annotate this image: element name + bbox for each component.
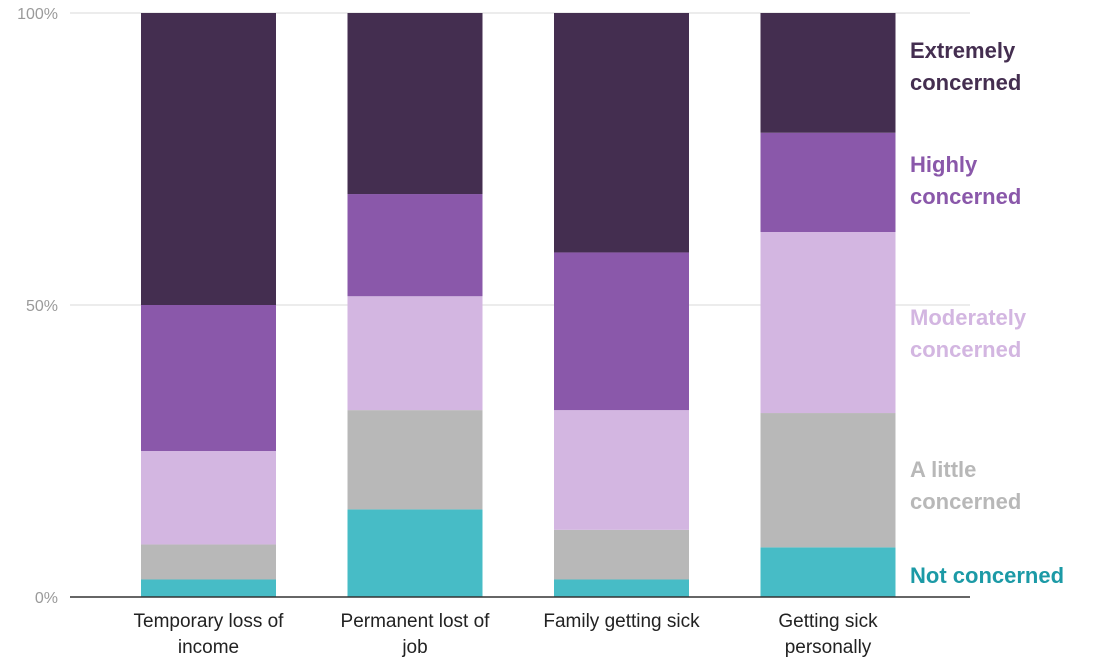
legend-label: Not concerned bbox=[910, 563, 1064, 588]
bar-segment bbox=[141, 451, 276, 545]
legend-label: Extremely bbox=[910, 38, 1016, 63]
x-tick-label: personally bbox=[785, 637, 872, 658]
bar-segment bbox=[141, 305, 276, 451]
legend-label: Moderately bbox=[910, 305, 1027, 330]
bar-segment bbox=[554, 13, 689, 253]
x-tick-label: Family getting sick bbox=[543, 611, 700, 632]
bar-stack bbox=[760, 13, 896, 597]
x-tick-label: Permanent lost of bbox=[341, 611, 491, 632]
legend-label: concerned bbox=[910, 70, 1021, 95]
legend-label: Highly bbox=[910, 152, 978, 177]
bar-segment bbox=[347, 194, 483, 297]
y-axis-ticks: 0% 50% 100% bbox=[17, 6, 58, 607]
bar-segment bbox=[141, 579, 276, 597]
legend-label: A little bbox=[910, 457, 976, 482]
bar-stack bbox=[554, 13, 689, 597]
bar-stack bbox=[141, 13, 276, 597]
bar-segment bbox=[760, 413, 896, 548]
bar-segment bbox=[760, 547, 896, 597]
bar-segment bbox=[554, 410, 689, 530]
bars bbox=[141, 13, 896, 597]
x-tick-label: Temporary loss of bbox=[134, 611, 285, 632]
bar-segment bbox=[554, 252, 689, 411]
y-tick-label: 100% bbox=[17, 6, 58, 23]
y-tick-label: 50% bbox=[26, 298, 58, 315]
x-tick-label: job bbox=[401, 637, 427, 658]
bar-segment bbox=[347, 509, 483, 597]
bar-segment bbox=[141, 13, 276, 305]
bar-segment bbox=[760, 232, 896, 414]
bar-segment bbox=[141, 544, 276, 580]
bar-segment bbox=[554, 579, 689, 597]
x-tick-label: Getting sick bbox=[778, 611, 878, 632]
bar-segment bbox=[760, 13, 896, 133]
x-axis-labels: Temporary loss of income Permanent lost of… bbox=[134, 611, 879, 658]
bar-segment bbox=[347, 296, 483, 411]
x-tick-label: income bbox=[178, 637, 239, 658]
bar-segment bbox=[554, 529, 689, 580]
bar-segment bbox=[347, 410, 483, 510]
legend-label: concerned bbox=[910, 184, 1021, 209]
y-tick-label: 0% bbox=[35, 590, 58, 607]
bar-segment bbox=[760, 132, 896, 232]
legend-label: concerned bbox=[910, 337, 1021, 362]
legend: Not concerned A little concerned Moderately… bbox=[910, 38, 1064, 588]
bar-stack bbox=[347, 13, 483, 597]
legend-label: concerned bbox=[910, 489, 1021, 514]
bar-segment bbox=[347, 13, 483, 195]
